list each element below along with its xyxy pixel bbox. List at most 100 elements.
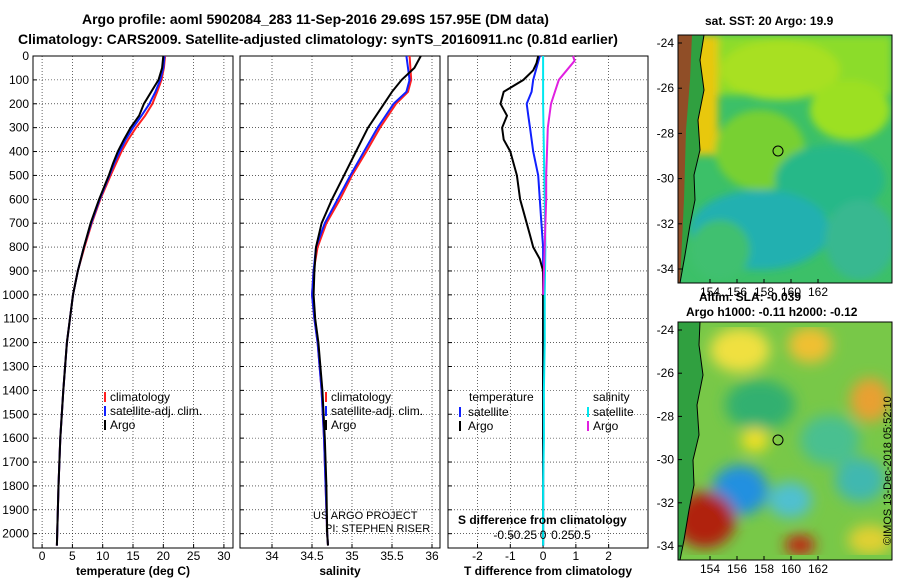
- depth-tick-label: 700: [9, 216, 29, 230]
- depth-tick-label: 1400: [2, 383, 29, 397]
- series-t-argo: [499, 55, 545, 546]
- map-x-tick-label: 156: [727, 285, 747, 299]
- x-axis-label: salinity: [319, 564, 361, 578]
- map-y-tick-label: -28: [657, 409, 675, 423]
- x-tick-label: 35.5: [380, 549, 404, 563]
- legend-title-temperature: temperature: [469, 390, 534, 404]
- legend-label-t-satellite: satellite: [468, 405, 509, 419]
- depth-tick-label: 1000: [2, 288, 29, 302]
- depth-tick-label: 1200: [2, 336, 29, 350]
- map-x-tick-label: 162: [808, 285, 828, 299]
- s-diff-tick-label: 0: [540, 528, 547, 542]
- map-y-tick-label: -24: [657, 323, 675, 337]
- depth-tick-label: 2000: [2, 527, 29, 541]
- x-tick-label: -2: [472, 549, 483, 563]
- map-x-tick-label: 158: [754, 285, 774, 299]
- x-tick-label: 0: [39, 549, 46, 563]
- legend-label-climatology: climatology: [331, 390, 391, 404]
- plot-frame: [447, 55, 649, 549]
- depth-tick-label: 1600: [2, 431, 29, 445]
- series-s-argo: [542, 55, 576, 295]
- map-y-tick-label: -32: [657, 217, 675, 231]
- series-argo: [55, 55, 165, 546]
- map-y-tick-label: -32: [657, 496, 675, 510]
- credit-line-2: PI: STEPHEN RISER: [325, 523, 430, 535]
- x-axis-label: temperature (deg C): [76, 564, 190, 578]
- s-diff-tick-label: -0.5: [493, 528, 514, 542]
- sla-map-title-2: Argo h1000: -0.11 h2000: -0.12: [686, 305, 858, 319]
- series-argo: [312, 55, 422, 546]
- depth-tick-label: 1500: [2, 407, 29, 421]
- s-diff-tick-label: 0.25: [551, 528, 575, 542]
- depth-tick-label: 1900: [2, 503, 29, 517]
- x-axis-label: T difference from climatology: [464, 564, 632, 578]
- depth-tick-label: 1700: [2, 455, 29, 469]
- x-tick-label: 20: [157, 549, 171, 563]
- x-tick-label: 36: [425, 549, 439, 563]
- map-y-tick-label: -24: [657, 36, 675, 50]
- title-line-1: Argo profile: aoml 5902084_283 11-Sep-20…: [82, 11, 549, 27]
- title-line-2: Climatology: CARS2009. Satellite-adjuste…: [18, 31, 618, 47]
- sst-map-title: sat. SST: 20 Argo: 19.9: [705, 14, 834, 28]
- plot-frame: [32, 55, 234, 549]
- difference-panel: -2 -1 0 1 2T difference from climatology temp…: [447, 55, 649, 578]
- map-y-tick-label: -26: [657, 366, 675, 380]
- map-x-tick-label: 158: [754, 562, 774, 576]
- map-x-tick-label: 154: [700, 285, 720, 299]
- legend-label-argo: Argo: [331, 418, 357, 432]
- legend-label-satellite: satellite-adj. clim.: [331, 404, 423, 418]
- s-diff-axis-label: S difference from climatology: [458, 513, 627, 527]
- depth-tick-label: 400: [9, 145, 29, 159]
- x-tick-label: 2: [605, 549, 612, 563]
- map-x-tick-label: 162: [808, 562, 828, 576]
- argo-location-marker-sla: [772, 434, 784, 446]
- depth-tick-label: 800: [9, 240, 29, 254]
- sla-map-title-1: Altim. SLA: -0.039: [699, 290, 801, 304]
- map-y-tick-label: -26: [657, 81, 675, 95]
- legend-label-t-argo: Argo: [468, 419, 494, 433]
- plot-frame: [239, 55, 441, 549]
- sst-map: sat. SST: 20 Argo: 19.9 -24 -26 -28 -30 -32 -…: [657, 14, 893, 299]
- map-y-tick-label: -28: [657, 126, 675, 140]
- map-x-tick-label: 160: [781, 285, 801, 299]
- x-tick-label: 30: [217, 549, 231, 563]
- series-t-satellite: [525, 55, 545, 546]
- legend-label-climatology: climatology: [110, 390, 170, 404]
- legend-title-salinity: salinity: [593, 390, 630, 404]
- x-tick-label: 25: [187, 549, 201, 563]
- map-y-tick-label: -34: [657, 262, 675, 276]
- depth-tick-label: 900: [9, 264, 29, 278]
- x-tick-label: 1: [573, 549, 580, 563]
- legend-label-argo: Argo: [110, 418, 136, 432]
- temperature-panel: 0100200300400500600700800900100011001200…: [2, 49, 234, 578]
- x-tick-label: 35: [345, 549, 359, 563]
- depth-tick-label: 600: [9, 192, 29, 206]
- legend-label-s-satellite: satellite: [593, 405, 634, 419]
- depth-tick-label: 300: [9, 121, 29, 135]
- depth-tick-label: 200: [9, 97, 29, 111]
- depth-tick-label: 1300: [2, 359, 29, 373]
- sla-map: Altim. SLA: -0.039 Argo h1000: -0.11 h20…: [657, 290, 893, 576]
- depth-tick-label: 100: [9, 73, 29, 87]
- depth-tick-label: 0: [22, 49, 29, 63]
- map-y-tick-label: -30: [657, 453, 675, 467]
- x-tick-label: 34: [265, 549, 279, 563]
- depth-tick-label: 1800: [2, 479, 29, 493]
- salinity-panel: 34 34.5 35 35.5 36 salinity climatologysatelli…: [239, 55, 441, 578]
- x-tick-label: -1: [505, 549, 516, 563]
- map-y-tick-label: -34: [657, 539, 675, 553]
- argo-location-marker: [772, 145, 784, 157]
- map-x-tick-label: 160: [781, 562, 801, 576]
- imos-stamp: ©IMOS 13-Dec-2018 05:52:10: [882, 396, 894, 545]
- series-s-satellite: [542, 56, 547, 546]
- s-diff-tick-label: -0.25: [510, 528, 538, 542]
- legend-label-satellite: satellite-adj. clim.: [110, 404, 202, 418]
- map-x-tick-label: 154: [700, 562, 720, 576]
- x-tick-label: 0: [540, 549, 547, 563]
- legend-label-s-argo: Argo: [593, 419, 619, 433]
- map-y-tick-label: -30: [657, 172, 675, 186]
- map-x-tick-label: 156: [727, 562, 747, 576]
- x-tick-label: 15: [126, 549, 140, 563]
- credit-line-1: US ARGO PROJECT: [313, 510, 418, 522]
